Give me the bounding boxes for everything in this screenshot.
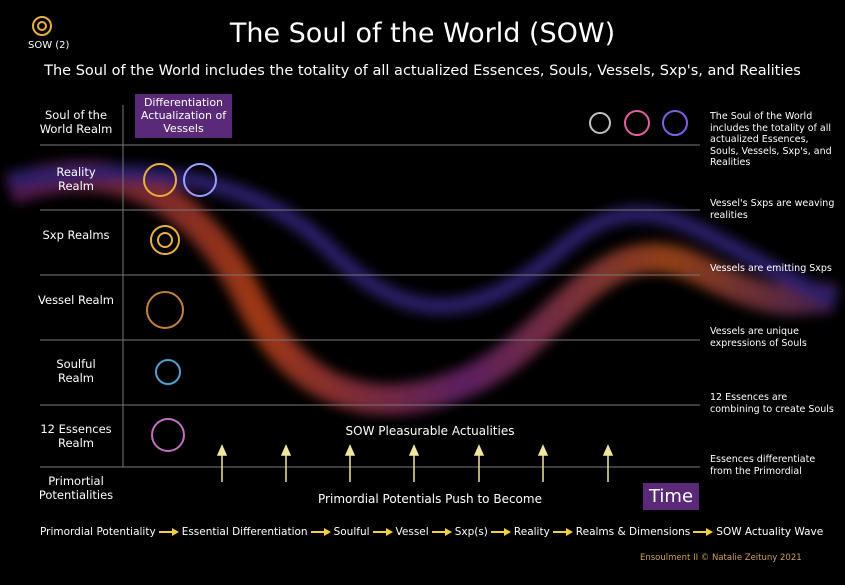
- flow-arrow: [693, 528, 714, 536]
- realm-label: Soulful Realm: [56, 357, 96, 385]
- title: The Soul of the World (SOW): [229, 18, 616, 49]
- flow-arrow: [431, 528, 452, 536]
- flow-arrow: [490, 528, 511, 536]
- realm-label: 12 Essences Realm: [40, 422, 112, 450]
- flow-arrow: [372, 528, 393, 536]
- realm-label: Primortial Potentialities: [38, 474, 114, 502]
- realm-label: Soul of the World Realm: [39, 108, 113, 136]
- center-upper: SOW Pleasurable Actualities: [345, 424, 515, 438]
- note: Vessel's Sxps are weaving realities: [710, 198, 835, 221]
- flow-step: Sxp(s): [454, 526, 488, 538]
- flow-step: Realms & Dimensions: [575, 526, 691, 538]
- note: Vessels are unique expressions of Souls: [710, 326, 807, 349]
- flow-arrow: [552, 528, 573, 536]
- flow-step: SOW Actuality Wave: [716, 526, 824, 538]
- realm-label: Vessel Realm: [38, 293, 114, 307]
- note: Essences differentiate from the Primordi…: [710, 454, 816, 477]
- time-label: Time: [643, 483, 699, 510]
- flow-arrow: [310, 528, 331, 536]
- badge: Differentiation Actualization of Vessels: [135, 94, 232, 138]
- subtitle: The Soul of the World includes the total…: [44, 63, 801, 79]
- flow-step: Primordial Potentiality: [40, 526, 156, 538]
- realm-label: Sxp Realms: [42, 228, 110, 242]
- flow: Primordial Potentiality Essential Differe…: [40, 526, 823, 538]
- flow-step: Vessel: [395, 526, 429, 538]
- note: 12 Essences are combining to create Soul…: [710, 392, 834, 415]
- logo-label: SOW (2): [28, 40, 70, 51]
- flow-step: Essential Differentiation: [181, 526, 308, 538]
- credit: Ensoulment II © Natalie Zeituny 2021: [640, 553, 802, 563]
- flow-step: Reality: [513, 526, 550, 538]
- realm-label: Reality Realm: [56, 165, 96, 193]
- flow-arrow: [158, 528, 179, 536]
- center-lower: Primordial Potentials Push to Become: [318, 492, 542, 506]
- note: The Soul of the World includes the total…: [710, 111, 832, 168]
- flow-step: Soulful: [333, 526, 370, 538]
- note: Vessels are emitting Sxps: [710, 263, 832, 274]
